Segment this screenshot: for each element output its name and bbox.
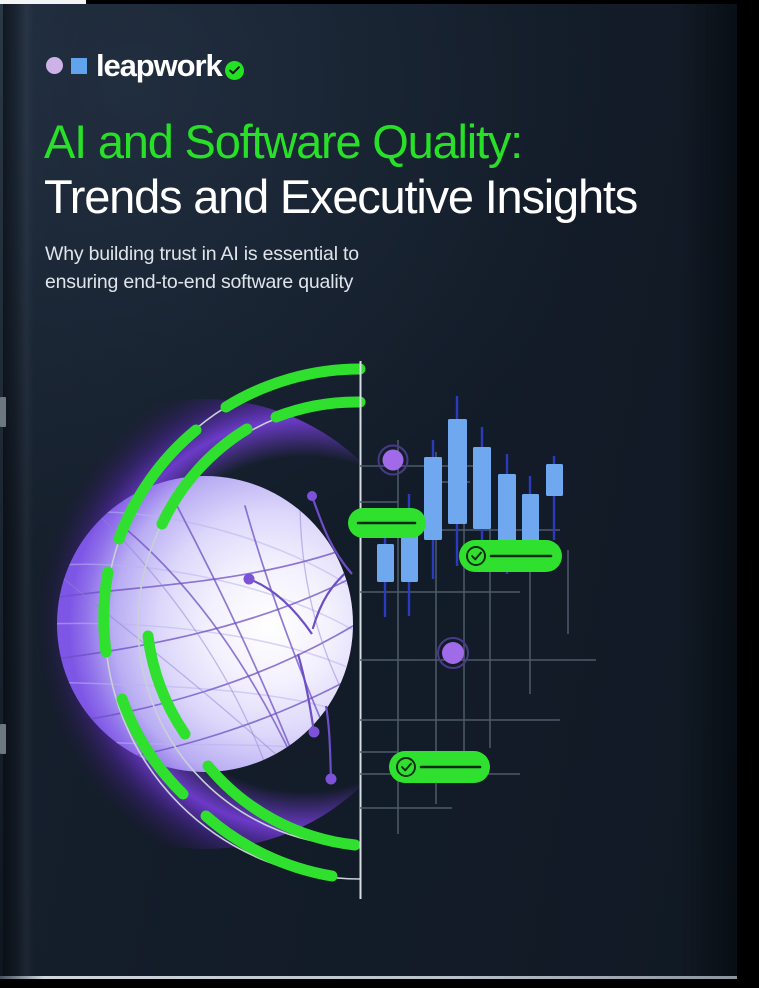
arc-track-inner xyxy=(137,401,361,847)
page-tab-upper xyxy=(0,397,6,427)
status-pill-bottom[interactable] xyxy=(389,751,490,783)
check-badge-icon xyxy=(224,61,244,80)
candle-3 xyxy=(424,440,442,579)
page-subtitle: Why building trust in AI is essential to… xyxy=(45,240,359,297)
candle-1 xyxy=(377,527,394,617)
arc-segments-inner xyxy=(142,396,366,851)
arc-segments-outer xyxy=(98,363,366,882)
page-top-edge xyxy=(0,0,86,4)
candle-5 xyxy=(473,427,491,556)
candle-8 xyxy=(546,456,563,540)
node-marker-lower[interactable] xyxy=(437,637,469,669)
status-pill-mid[interactable] xyxy=(459,540,562,572)
title-line-2: Trends and Executive Insights xyxy=(44,169,638,223)
title-line-1: AI and Software Quality: xyxy=(44,115,523,168)
sphere-node-links xyxy=(248,495,353,780)
page-bottom-edge xyxy=(0,976,737,979)
square-icon xyxy=(71,57,87,74)
sphere-nodes xyxy=(243,491,337,785)
status-pill-top[interactable] xyxy=(348,508,426,538)
candlestick-series xyxy=(377,396,563,617)
page-title: AI and Software Quality: Trends and Exec… xyxy=(44,115,638,223)
progress-arcs xyxy=(98,363,366,882)
candle-4 xyxy=(448,396,467,566)
report-cover: leapwork AI and Software Quality: Trends… xyxy=(0,4,737,979)
circle-icon xyxy=(46,57,63,74)
page-tab-lower xyxy=(0,724,6,754)
book-spine-edge xyxy=(0,4,3,979)
logo-wordmark: leapwork xyxy=(96,48,223,83)
node-marker-upper-dot[interactable] xyxy=(377,444,409,476)
brand-logo[interactable]: leapwork xyxy=(46,50,244,81)
ai-sphere xyxy=(57,476,353,785)
subtitle-line-1: Why building trust in AI is essential to xyxy=(45,243,359,265)
cover-artwork xyxy=(0,334,737,934)
subtitle-line-2: ensuring end-to-end software quality xyxy=(45,271,354,294)
